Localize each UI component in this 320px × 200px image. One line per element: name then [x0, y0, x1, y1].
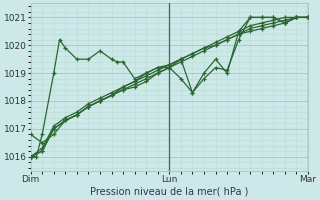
X-axis label: Pression niveau de la mer( hPa ): Pression niveau de la mer( hPa ) [90, 187, 249, 197]
